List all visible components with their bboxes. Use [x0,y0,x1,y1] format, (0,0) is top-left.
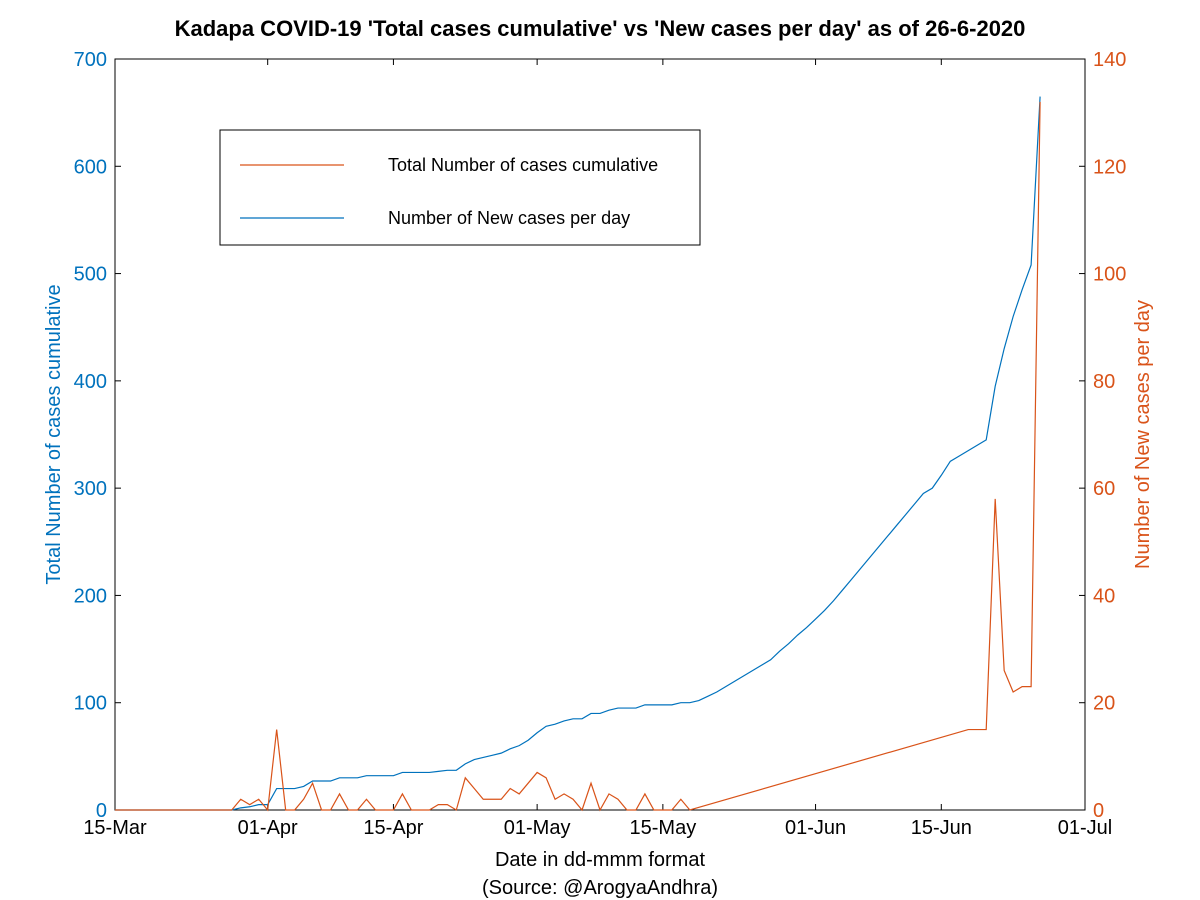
x-axis-title-line2: (Source: @ArogyaAndhra) [482,877,718,899]
x-tick-label: 15-Mar [83,817,147,839]
x-tick-label: 15-Apr [363,817,423,839]
legend-label: Total Number of cases cumulative [388,155,658,175]
yl-tick-label: 500 [74,264,107,286]
yr-tick-label: 20 [1093,693,1115,715]
y-left-axis-title: Total Number of cases cumulative [43,284,65,584]
x-axis-title-line1: Date in dd-mmm format [495,849,705,871]
yl-tick-label: 100 [74,693,107,715]
y-right-axis-title: Number of New cases per day [1132,300,1154,569]
yr-tick-label: 0 [1093,800,1104,822]
yl-tick-label: 300 [74,478,107,500]
x-tick-label: 01-May [504,817,571,839]
yr-tick-label: 40 [1093,585,1115,607]
yr-tick-label: 80 [1093,371,1115,393]
yr-tick-label: 140 [1093,49,1126,71]
x-tick-label: 01-Jun [785,817,846,839]
yl-tick-label: 0 [96,800,107,822]
x-tick-label: 15-May [630,817,697,839]
chart-title: Kadapa COVID-19 'Total cases cumulative'… [175,16,1026,41]
x-tick-label: 01-Apr [238,817,298,839]
yl-tick-label: 400 [74,371,107,393]
yl-tick-label: 600 [74,156,107,178]
chart-container: Kadapa COVID-19 'Total cases cumulative'… [0,0,1200,900]
yl-tick-label: 200 [74,585,107,607]
yr-tick-label: 60 [1093,478,1115,500]
yr-tick-label: 120 [1093,156,1126,178]
chart-svg: Kadapa COVID-19 'Total cases cumulative'… [0,0,1200,900]
legend-label: Number of New cases per day [388,208,630,228]
yr-tick-label: 100 [1093,264,1126,286]
yl-tick-label: 700 [74,49,107,71]
x-tick-label: 15-Jun [911,817,972,839]
